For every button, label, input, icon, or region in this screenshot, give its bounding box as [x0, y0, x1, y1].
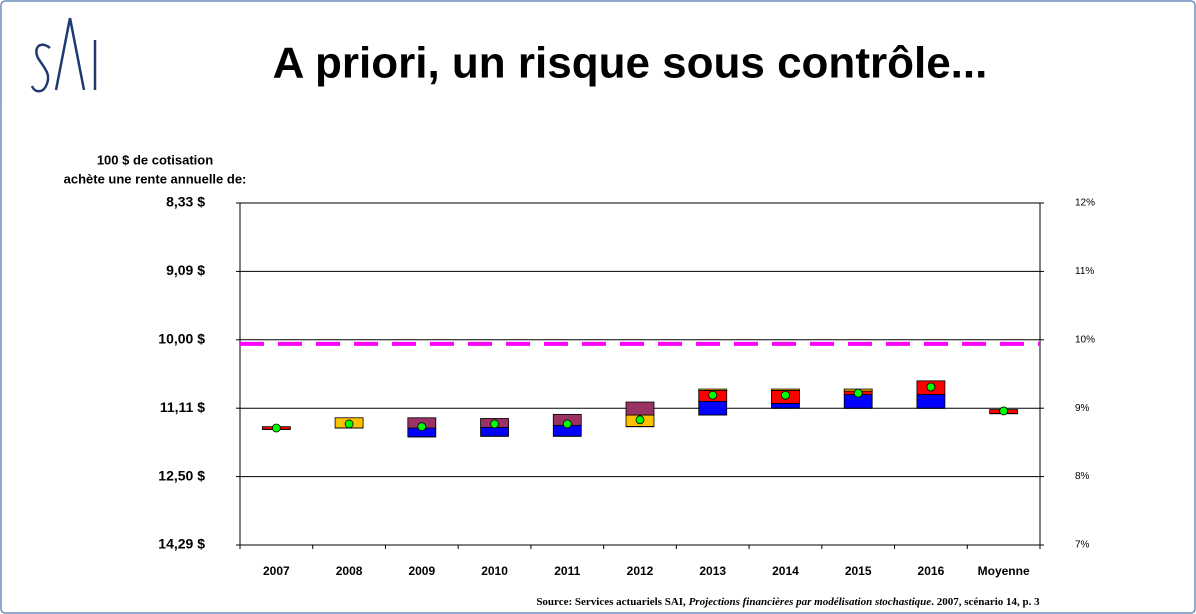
y2-tick-label: 9% — [1075, 403, 1090, 414]
x-tick-label: 2012 — [627, 564, 654, 578]
x-tick-label: 2015 — [845, 564, 872, 578]
y2-tick-label: 7% — [1075, 540, 1090, 551]
marker — [562, 419, 572, 429]
x-tick-label: 2014 — [772, 564, 799, 578]
marker — [781, 390, 790, 400]
y-tick-label: 9,09 $ — [166, 262, 205, 278]
source: Source: Services actuariels SAI, Project… — [0, 596, 1196, 608]
y-label: achète une rente annuelle de: — [64, 171, 247, 186]
y-label: 100 $ de cotisation — [97, 152, 213, 167]
bar-segment — [698, 400, 728, 416]
bar-segment — [480, 426, 509, 437]
x-tick-label: 2009 — [408, 564, 435, 578]
bar-segment — [916, 394, 946, 409]
marker — [635, 415, 645, 425]
x-tick-label: 2013 — [699, 564, 726, 578]
bar-segment — [625, 401, 655, 416]
y-tick-label: 11,11 $ — [160, 399, 205, 415]
bar-segment — [771, 388, 800, 391]
y-tick-label: 12,50 $ — [158, 467, 205, 483]
x-tick-label: Moyenne — [978, 564, 1030, 578]
source-prefix: Source: Services actuariels SAI, — [536, 596, 689, 608]
source-title: Projections financières par modélisation… — [688, 596, 932, 608]
marker — [344, 419, 354, 429]
x-tick-label: 2008 — [336, 564, 363, 578]
y2-tick-label: 12% — [1075, 198, 1095, 209]
bar-segment — [771, 403, 800, 409]
y2-tick-label: 10% — [1075, 334, 1095, 345]
x-tick-label: 2011 — [554, 564, 580, 578]
chart-title: A priori, un risque sous contrôle... — [273, 39, 988, 88]
marker — [271, 423, 281, 433]
x-tick-label: 2007 — [263, 564, 290, 578]
x-tick-label: 2016 — [918, 564, 945, 578]
marker — [999, 406, 1009, 416]
marker — [853, 388, 863, 398]
logo — [30, 17, 97, 93]
y2-tick-label: 11% — [1075, 266, 1094, 277]
marker — [708, 390, 718, 400]
x-tick-label: 2010 — [481, 564, 508, 578]
marker — [926, 382, 936, 392]
marker — [417, 422, 427, 432]
y-tick-label: 8,33 $ — [166, 194, 205, 210]
bar-segment — [698, 388, 728, 391]
y-tick-label: 10,00 $ — [158, 331, 205, 347]
marker — [490, 419, 499, 429]
y2-tick-label: 8% — [1075, 471, 1090, 482]
source-suffix: . 2007, scénario 14, p. 3 — [931, 596, 1040, 608]
y-tick-label: 14,29 $ — [158, 536, 205, 552]
